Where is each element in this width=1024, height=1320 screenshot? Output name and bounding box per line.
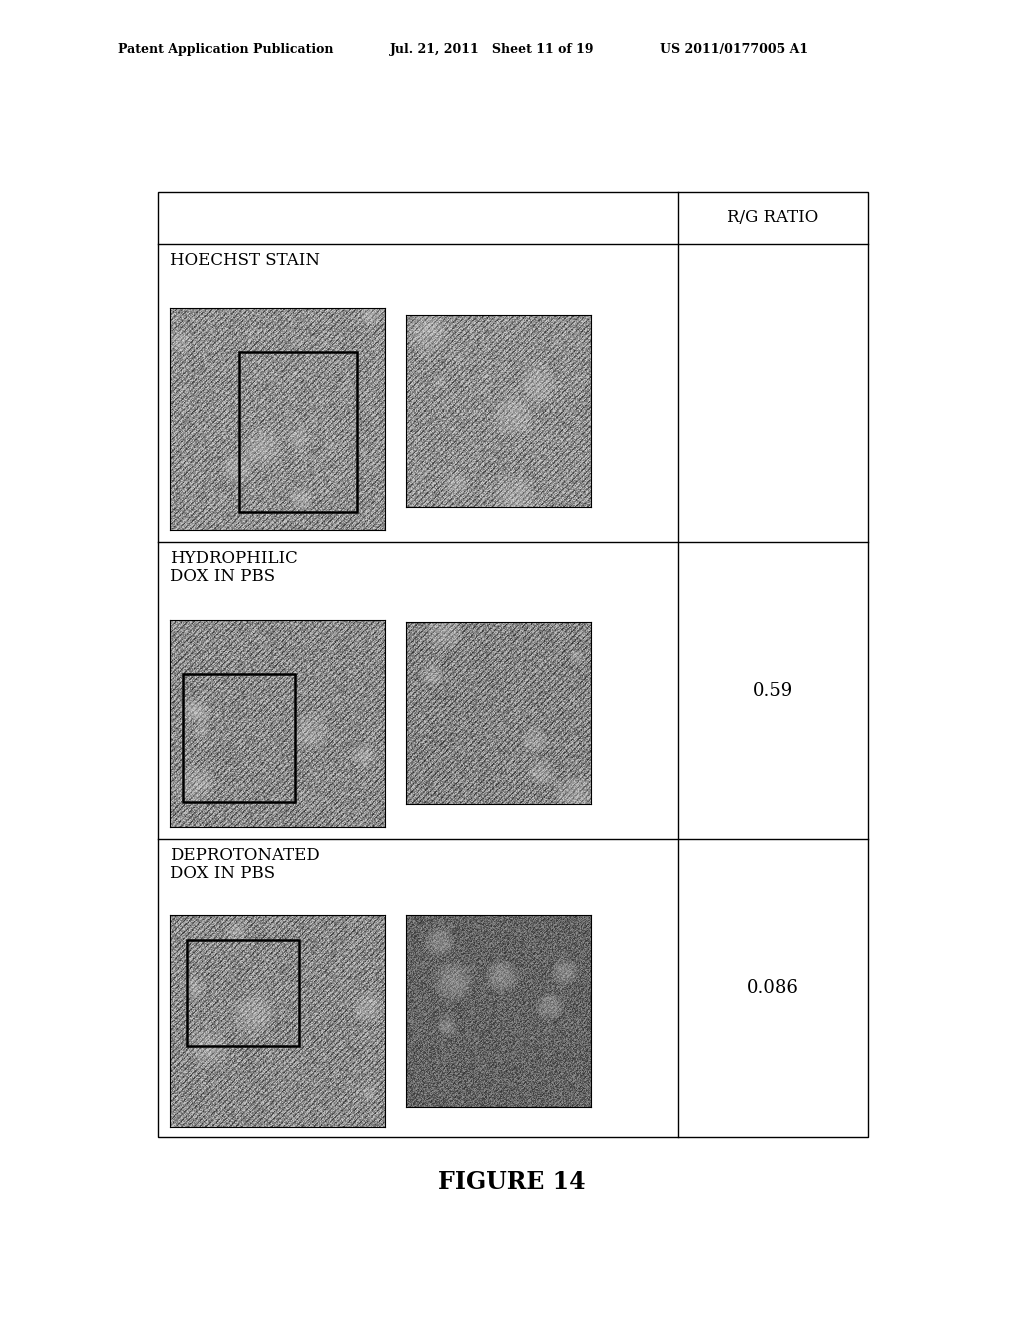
- Text: R/G RATIO: R/G RATIO: [727, 210, 818, 227]
- Text: US 2011/0177005 A1: US 2011/0177005 A1: [660, 44, 808, 55]
- Text: Jul. 21, 2011   Sheet 11 of 19: Jul. 21, 2011 Sheet 11 of 19: [390, 44, 595, 55]
- Text: DEPROTONATED: DEPROTONATED: [170, 847, 319, 865]
- Text: HOECHST STAIN: HOECHST STAIN: [170, 252, 319, 269]
- Text: HYDROPHILIC: HYDROPHILIC: [170, 549, 298, 566]
- Text: Patent Application Publication: Patent Application Publication: [118, 44, 334, 55]
- Text: 0.59: 0.59: [753, 681, 794, 700]
- Bar: [187, 940, 299, 1047]
- Bar: [239, 352, 357, 512]
- Text: FIGURE 14: FIGURE 14: [438, 1170, 586, 1195]
- Bar: [183, 675, 295, 803]
- Text: DOX IN PBS: DOX IN PBS: [170, 866, 275, 882]
- Text: 0.086: 0.086: [748, 979, 799, 997]
- Bar: [158, 191, 868, 1137]
- Text: DOX IN PBS: DOX IN PBS: [170, 568, 275, 585]
